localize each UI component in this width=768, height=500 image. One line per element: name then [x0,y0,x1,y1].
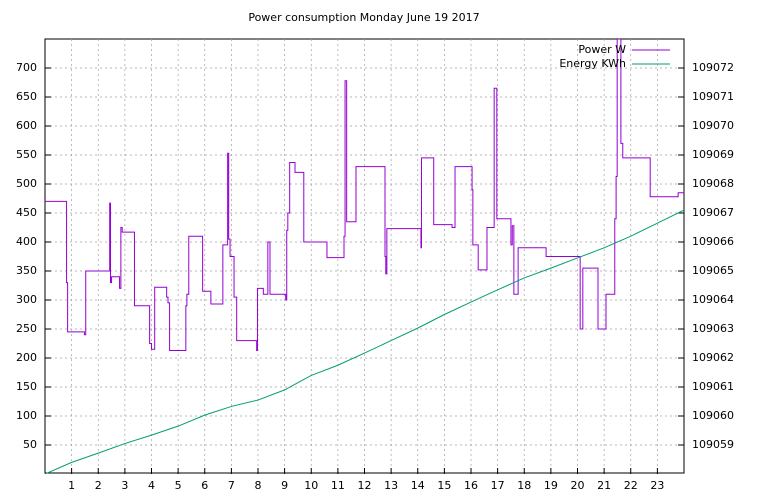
x-tick-label: 22 [624,479,638,492]
y-tick-label: 600 [16,119,37,132]
x-tick-label: 5 [175,479,182,492]
x-tick-label: 21 [597,479,611,492]
y2-tick-label: 109063 [692,322,734,335]
y-tick-label: 250 [16,322,37,335]
y-tick-label: 400 [16,235,37,248]
x-tick-label: 19 [544,479,558,492]
x-tick-label: 17 [491,479,505,492]
y2-tick-label: 109062 [692,351,734,364]
x-tick-label: 18 [517,479,531,492]
y2-tick-label: 109065 [692,264,734,277]
y-tick-label: 550 [16,148,37,161]
legend-label: Power W [578,43,626,56]
y-tick-label: 150 [16,380,37,393]
x-tick-label: 14 [411,479,425,492]
y2-tick-label: 109064 [692,293,734,306]
x-tick-label: 1 [68,479,75,492]
y-tick-label: 500 [16,177,37,190]
x-tick-label: 15 [437,479,451,492]
y2-tick-label: 109072 [692,61,734,74]
y-tick-label: 300 [16,293,37,306]
series-line [45,39,684,351]
y-tick-label: 700 [16,61,37,74]
y-tick-label: 450 [16,206,37,219]
y2-tick-label: 109070 [692,119,734,132]
y2-tick-label: 109069 [692,148,734,161]
x-tick-label: 16 [464,479,478,492]
y-tick-label: 650 [16,90,37,103]
y-tick-label: 50 [23,438,37,451]
y2-tick-label: 109071 [692,90,734,103]
y2-tick-label: 109067 [692,206,734,219]
x-tick-label: 10 [304,479,318,492]
y-tick-label: 200 [16,351,37,364]
x-tick-label: 23 [650,479,664,492]
x-tick-label: 8 [255,479,262,492]
x-tick-label: 11 [331,479,345,492]
y2-tick-label: 109059 [692,438,734,451]
x-tick-label: 9 [281,479,288,492]
legend-label: Energy KWh [559,57,626,70]
x-tick-label: 4 [148,479,155,492]
y2-tick-label: 109061 [692,380,734,393]
x-tick-label: 20 [571,479,585,492]
x-tick-label: 12 [358,479,372,492]
chart-title: Power consumption Monday June 19 2017 [248,11,479,24]
x-tick-label: 3 [121,479,128,492]
x-tick-label: 13 [384,479,398,492]
y2-tick-label: 109068 [692,177,734,190]
y-tick-label: 350 [16,264,37,277]
y2-tick-label: 109060 [692,409,734,422]
y2-tick-label: 109066 [692,235,734,248]
x-tick-label: 2 [95,479,102,492]
x-tick-label: 7 [228,479,235,492]
x-tick-label: 6 [201,479,208,492]
series-line [45,209,684,474]
y-tick-label: 100 [16,409,37,422]
